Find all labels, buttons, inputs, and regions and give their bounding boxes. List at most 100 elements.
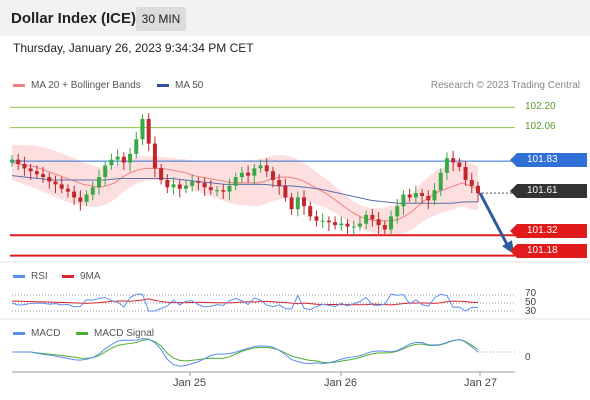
candle-body — [10, 159, 14, 163]
candle-body — [270, 171, 275, 180]
instrument-title: Dollar Index (ICE) — [11, 10, 137, 27]
candle-body — [22, 164, 27, 169]
candle-body — [308, 206, 313, 217]
candle-body — [41, 174, 46, 178]
forecast-arrow — [478, 192, 511, 249]
candle-body — [146, 118, 151, 144]
candle-body — [134, 139, 139, 154]
rsi-line — [11, 293, 479, 312]
candle-body — [196, 181, 201, 183]
legend-ma20: MA 20 + Bollinger Bands — [13, 80, 141, 91]
rsi-level-30: 30 — [525, 306, 537, 317]
candle-body — [444, 158, 449, 173]
candle-body — [152, 143, 157, 169]
research-credit: Research © 2023 Trading Central — [430, 80, 580, 91]
candle-body — [376, 219, 381, 226]
candle-body — [65, 188, 70, 192]
candle-body — [283, 185, 288, 198]
candle-body — [84, 194, 89, 202]
legend-ma50: MA 50 — [157, 80, 203, 91]
rsi-level-70: 70 — [525, 288, 537, 299]
legend-rsi: RSI — [13, 271, 48, 282]
ma50-line — [11, 175, 478, 204]
candle-body — [357, 223, 362, 227]
bollinger-band — [12, 145, 478, 236]
macd-line — [12, 338, 479, 367]
candle-body — [451, 158, 456, 163]
candle-body — [96, 177, 101, 188]
candle-body — [177, 184, 182, 189]
candle-body — [339, 223, 344, 226]
candle-body — [171, 184, 176, 188]
x-label-jan27: Jan 27 — [464, 377, 498, 389]
candle-body — [159, 168, 164, 180]
interval-button[interactable]: 30 MIN — [136, 7, 186, 31]
candle-body — [364, 214, 369, 224]
candle-body — [407, 194, 412, 198]
chart-datetime: Thursday, January 26, 2023 9:34:34 PM CE… — [13, 41, 254, 55]
candle-body — [345, 223, 350, 227]
legend-rsi-ma-label: 9MA — [80, 271, 101, 282]
candle-body — [314, 216, 319, 221]
ma50-swatch — [157, 83, 169, 87]
candle-body — [227, 185, 232, 192]
macd-signal-swatch — [76, 331, 88, 335]
pivot-tag: 101.83 — [510, 153, 587, 167]
candle-body — [438, 172, 443, 191]
candle-body — [165, 180, 170, 188]
candle-body — [53, 181, 58, 185]
candles — [10, 113, 480, 236]
macd-signal-line — [12, 338, 479, 364]
macd-zero-label: 0 — [525, 352, 531, 363]
candle-body — [72, 191, 77, 198]
candle-body — [370, 214, 375, 220]
legend-ma50-label: MA 50 — [175, 80, 204, 91]
candle-body — [277, 180, 282, 186]
legend-rsi-ma: 9MA — [62, 271, 101, 282]
last-price-tag: 101.61 — [510, 184, 587, 198]
candle-body — [320, 220, 325, 222]
legend-rsi-label: RSI — [31, 271, 48, 282]
chart-header: Dollar Index (ICE) 30 MIN — [0, 0, 590, 36]
candle-body — [351, 226, 356, 228]
candle-body — [183, 185, 188, 189]
candle-body — [457, 162, 462, 167]
candle-body — [140, 118, 145, 140]
rsi-level-50: 50 — [525, 297, 537, 308]
candle-body — [252, 168, 257, 176]
candle-body — [215, 190, 220, 192]
candle-body — [258, 165, 263, 169]
candle-body — [115, 156, 120, 160]
candle-body — [121, 156, 126, 163]
candle-body — [28, 168, 33, 172]
macd-swatch — [13, 331, 25, 335]
candle-body — [389, 216, 394, 230]
candle-body — [432, 190, 437, 201]
candle-body — [476, 185, 480, 194]
ma20-line — [11, 162, 479, 222]
candle-body — [221, 190, 226, 192]
x-label-jan25: Jan 25 — [173, 377, 207, 389]
candle-body — [326, 220, 331, 223]
candle-body — [395, 206, 400, 217]
candle-body — [401, 194, 406, 207]
candle-body — [382, 225, 387, 230]
candle-body — [420, 193, 425, 196]
candle-body — [90, 187, 95, 195]
candle-body — [333, 222, 338, 226]
rsi-swatch — [13, 274, 25, 278]
candle-body — [78, 197, 83, 202]
candle-body — [413, 193, 418, 198]
legend-macd: MACD — [13, 328, 60, 339]
candle-body — [295, 197, 300, 210]
candle-body — [128, 153, 133, 163]
legend-macd-signal: MACD Signal — [76, 328, 154, 339]
target-tag-1: 101.32 — [510, 224, 587, 238]
candle-body — [426, 196, 431, 201]
candle-body — [202, 182, 207, 188]
candle-body — [59, 184, 64, 189]
candle-body — [264, 165, 269, 172]
candle-body — [103, 165, 108, 178]
level-label-102-20: 102.20 — [525, 101, 556, 112]
